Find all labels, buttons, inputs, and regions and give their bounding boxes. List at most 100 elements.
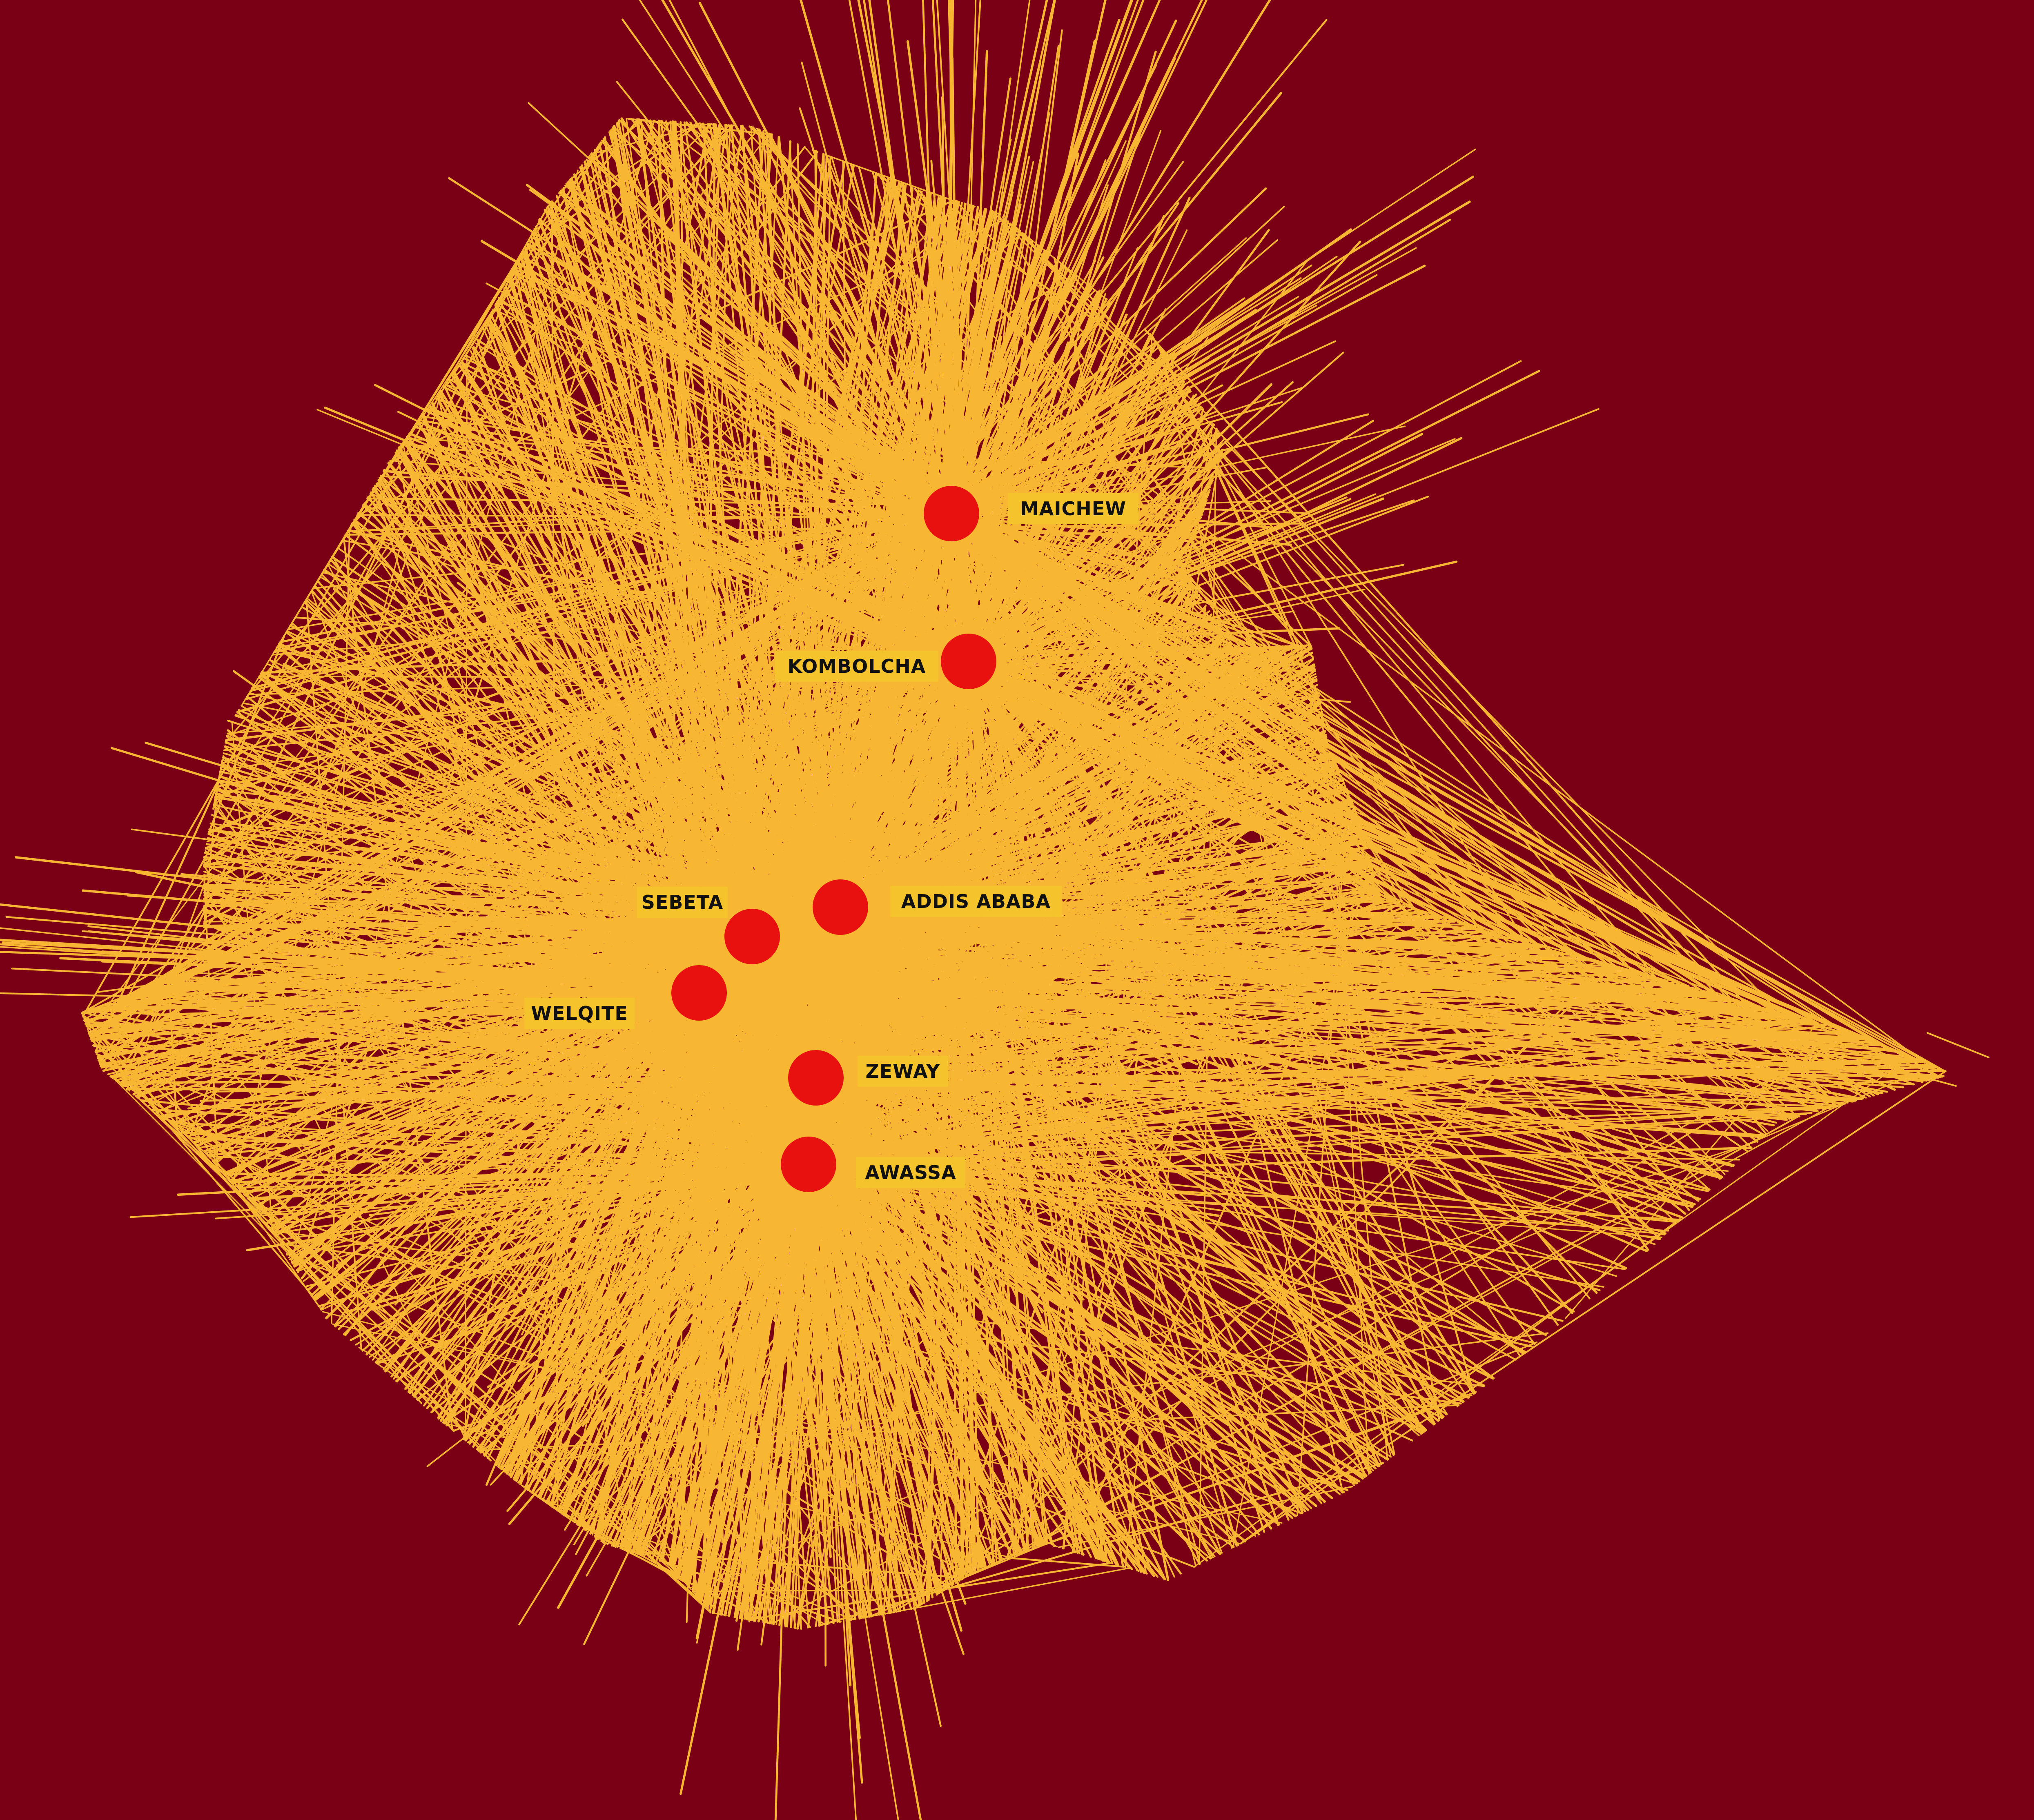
connection-line xyxy=(1143,328,1838,1107)
connection-line xyxy=(750,763,1337,1621)
connection-line xyxy=(966,1555,1013,1577)
city-maichew[interactable]: MAICHEW xyxy=(924,486,1138,541)
connection-line xyxy=(1053,257,1344,1493)
connection-line xyxy=(248,1199,261,1213)
connection-line xyxy=(156,680,1318,1113)
connection-line xyxy=(269,659,996,1323)
connection-line xyxy=(464,358,1321,704)
connection-line xyxy=(369,702,1321,1358)
connection-line xyxy=(1157,344,1299,647)
connection-line xyxy=(515,264,752,1621)
connection-line xyxy=(463,122,709,1440)
connection-line xyxy=(127,742,1328,998)
connection-line xyxy=(169,1121,1232,1175)
connection-line xyxy=(564,185,1326,727)
city-label: MAICHEW xyxy=(1020,498,1126,520)
connection-line xyxy=(747,1562,1112,1621)
connection-line xyxy=(97,983,160,993)
connection-line xyxy=(453,372,1326,1503)
connection-line xyxy=(344,950,1557,1314)
connection-line xyxy=(203,205,976,866)
city-kombolcha[interactable]: KOMBOLCHA xyxy=(775,634,996,689)
connection-line xyxy=(661,479,1214,1402)
connection-line xyxy=(1016,228,1718,995)
connection-line xyxy=(628,878,1377,1272)
city-welqite[interactable]: WELQITE xyxy=(524,965,727,1029)
connection-line xyxy=(214,801,765,1623)
connection-line xyxy=(1046,1391,1477,1544)
connection-line xyxy=(85,582,1192,1025)
connection-line xyxy=(917,583,1193,1608)
connection-line xyxy=(1024,458,1220,1552)
city-label-bg xyxy=(1008,493,1138,524)
connection-line xyxy=(624,730,1326,1551)
connection-line xyxy=(754,166,1395,1456)
connection-line xyxy=(741,125,1726,1175)
connection-line xyxy=(1834,1027,1848,1033)
connection-line xyxy=(218,780,887,1615)
connection-line xyxy=(109,133,770,1004)
connection-line xyxy=(573,1140,1759,1523)
connection-line xyxy=(1406,906,1669,982)
connection-line xyxy=(1457,921,1915,1085)
city-dot xyxy=(724,909,780,964)
connection-line xyxy=(286,1253,1022,1553)
city-dot xyxy=(813,879,868,935)
connection-line xyxy=(1065,266,1657,979)
connection-line xyxy=(689,1066,1934,1589)
connection-line xyxy=(712,1612,727,1616)
connection-line xyxy=(524,246,697,1597)
connection-line xyxy=(82,1015,1002,1561)
connection-line xyxy=(149,964,1610,991)
connection-line xyxy=(653,120,1926,1064)
connection-line xyxy=(353,519,1140,1572)
connection-line xyxy=(239,760,1336,1191)
connection-line xyxy=(260,672,1020,1343)
connection-line xyxy=(284,563,329,636)
connection-line xyxy=(470,948,1366,1478)
city-label: AWASSA xyxy=(865,1161,956,1184)
connection-line xyxy=(85,1025,192,1140)
connection-line xyxy=(203,647,1263,866)
connection-line xyxy=(237,1167,1147,1188)
connection-line xyxy=(203,866,754,1621)
connection-line xyxy=(343,537,453,1431)
city-label-bg xyxy=(890,886,1062,917)
connection-line xyxy=(749,125,1311,646)
connection-line xyxy=(702,122,1223,1554)
connection-line xyxy=(672,121,841,1480)
connection-line xyxy=(203,527,1199,881)
connection-line xyxy=(1194,1056,1910,1567)
connection-line xyxy=(1024,234,1767,1135)
connection-line xyxy=(437,394,701,1601)
city-dot xyxy=(924,486,979,541)
connection-line xyxy=(1355,811,1862,1039)
connection-line xyxy=(519,123,721,1485)
connection-line xyxy=(127,137,606,998)
connection-line xyxy=(203,889,1564,954)
city-zeway[interactable]: ZEWAY xyxy=(788,1050,948,1106)
connection-line xyxy=(242,702,1751,1005)
connection-line xyxy=(203,785,218,924)
connection-line xyxy=(421,415,898,1613)
connection-line xyxy=(123,963,857,1088)
connection-line xyxy=(188,258,520,1139)
city-sebeta[interactable]: SEBETA xyxy=(637,887,780,964)
city-addis-ababa[interactable]: ADDIS ABABA xyxy=(813,879,1062,935)
city-label-bg xyxy=(858,1056,948,1087)
connection-line xyxy=(735,631,1224,1618)
connection-line xyxy=(1224,441,1864,1099)
city-label-bg xyxy=(524,998,635,1029)
connection-line xyxy=(423,1140,1740,1161)
connection-line xyxy=(731,1096,1358,1484)
connection-line xyxy=(692,922,1023,1553)
connection-line xyxy=(539,1497,854,1620)
connection-line xyxy=(272,577,1189,656)
connection-line xyxy=(276,645,1924,1083)
connection-line xyxy=(236,711,1179,1466)
connection-line xyxy=(763,130,835,1325)
connection-line xyxy=(505,285,1138,1572)
city-awassa[interactable]: AWASSA xyxy=(781,1137,965,1192)
connection-line xyxy=(1362,833,1649,1251)
connection-line xyxy=(669,954,1022,1554)
